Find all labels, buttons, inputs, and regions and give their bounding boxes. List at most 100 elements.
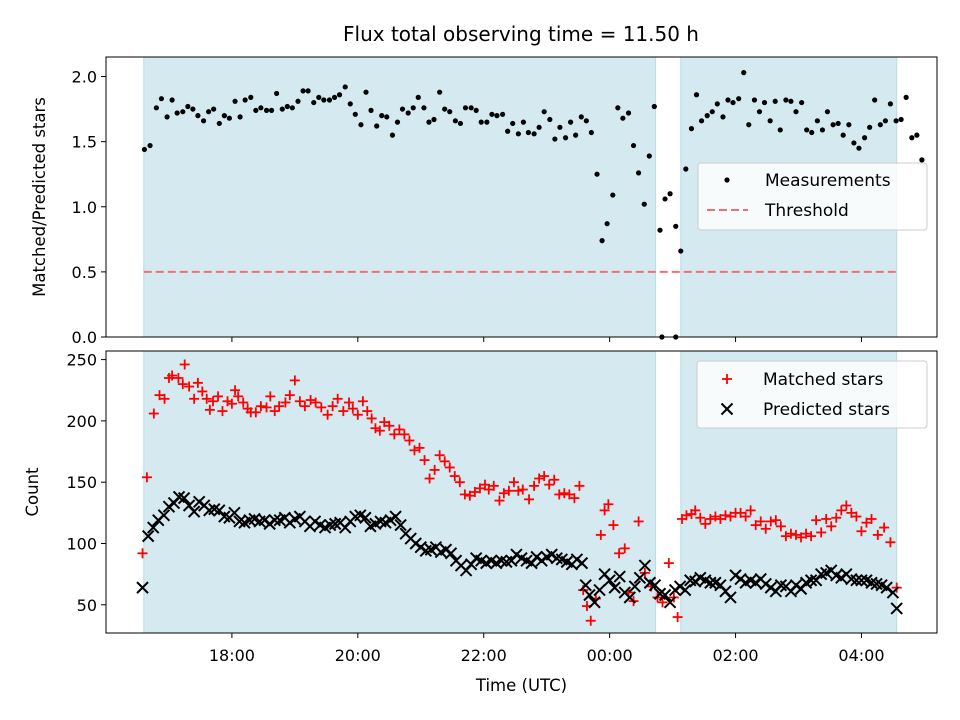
bottom-xtick-label: 18:00 [209, 646, 255, 665]
predicted-point [890, 602, 903, 615]
predicted-point [648, 578, 662, 592]
measurement-point [300, 88, 306, 94]
matched-point [419, 455, 430, 466]
measurement-point [777, 127, 783, 133]
matched-point [189, 393, 200, 404]
measurement-points [141, 70, 925, 340]
matched-point [179, 359, 190, 370]
measurement-point [195, 113, 201, 119]
measurement-point [232, 98, 238, 104]
matched-point [735, 507, 746, 518]
legend-matched-marker [722, 374, 732, 384]
measurement-point [457, 120, 464, 127]
measurement-point [772, 98, 778, 104]
matched-point [474, 483, 485, 494]
measurement-point [379, 113, 385, 119]
matched-point [574, 480, 585, 491]
bottom-y-ticks: 50 100 150 200 250 [66, 351, 106, 615]
measurement-point [211, 106, 217, 112]
measurement-point [830, 122, 836, 128]
matched-point [633, 516, 644, 527]
matched-point [811, 515, 822, 526]
predicted-point [136, 581, 149, 594]
matched-point [459, 489, 470, 500]
matched-point [614, 548, 625, 559]
measurement-point [426, 119, 432, 125]
measurement-point [725, 97, 731, 103]
matched-point [816, 527, 827, 538]
measurement-point [620, 115, 626, 121]
predicted-point [389, 510, 402, 523]
predicted-point [704, 576, 717, 589]
measurement-point [893, 118, 899, 124]
matched-point [464, 490, 475, 501]
predicted-points [136, 490, 903, 615]
measurement-point [331, 94, 338, 100]
measurement-point [788, 98, 794, 104]
measurement-point [342, 84, 348, 90]
predicted-point [608, 581, 621, 594]
matched-point [513, 485, 524, 496]
measurement-point [505, 128, 511, 134]
matched-point [389, 429, 400, 440]
matched-point [280, 397, 291, 408]
matched-point [154, 390, 165, 401]
matched-point [826, 521, 837, 532]
measurement-point [683, 166, 689, 172]
bottom-x-ticks: 18:00 20:00 22:00 00:00 02:00 04:00 [209, 633, 885, 665]
legend-measurement-marker [724, 177, 730, 183]
top-y-axis-label: Matched/Predicted stars [30, 97, 49, 297]
matched-point [856, 526, 867, 537]
matched-point [217, 406, 228, 417]
matched-point [585, 615, 596, 626]
measurement-point [720, 114, 726, 120]
measurement-point [641, 201, 647, 207]
predicted-point [177, 491, 191, 505]
matched-point [488, 480, 499, 491]
measurement-point [410, 105, 416, 111]
predicted-point [579, 578, 592, 592]
matched-point [872, 529, 883, 540]
matched-point [790, 529, 801, 540]
matched-point [529, 480, 540, 491]
measurement-point [358, 122, 364, 128]
measurement-point [347, 101, 353, 107]
measurement-point [258, 105, 264, 111]
matched-point [141, 472, 152, 483]
measurement-point [756, 109, 763, 115]
measurement-point [887, 101, 894, 107]
measurement-point [835, 120, 841, 127]
top-panel: 0.00.51.01.52.0 Matched/Predicted stars … [30, 56, 938, 347]
top-x-ticks [231, 337, 862, 342]
matched-point [695, 512, 706, 523]
matched-point [885, 537, 896, 548]
measurement-point [877, 122, 883, 128]
predicted-point [593, 583, 606, 597]
measurement-point [200, 118, 207, 124]
measurement-point [268, 107, 275, 113]
predicted-point [724, 591, 737, 604]
measurement-point [473, 107, 479, 113]
matched-point [603, 499, 614, 510]
measurement-point [709, 109, 715, 115]
matched-point [424, 473, 435, 484]
top-y-ticks: 0.0 0.5 1.0 1.5 2.0 [72, 68, 106, 347]
matched-point [539, 471, 550, 482]
measurement-point [237, 114, 243, 120]
measurement-point [520, 119, 526, 125]
matched-point [255, 401, 266, 412]
measurement-point [547, 116, 553, 123]
predicted-point [359, 511, 372, 524]
measurement-point [898, 116, 904, 123]
measurement-point [141, 146, 148, 153]
legend-predicted-marker [720, 402, 734, 416]
measurement-point [678, 248, 684, 254]
matched-point [374, 425, 385, 436]
matched-point [357, 396, 368, 407]
measurement-point [736, 96, 742, 102]
measurement-point [819, 127, 826, 133]
measurement-point [562, 135, 569, 141]
predicted-point [855, 574, 868, 587]
matched-point [284, 390, 295, 401]
matched-point [327, 401, 338, 412]
